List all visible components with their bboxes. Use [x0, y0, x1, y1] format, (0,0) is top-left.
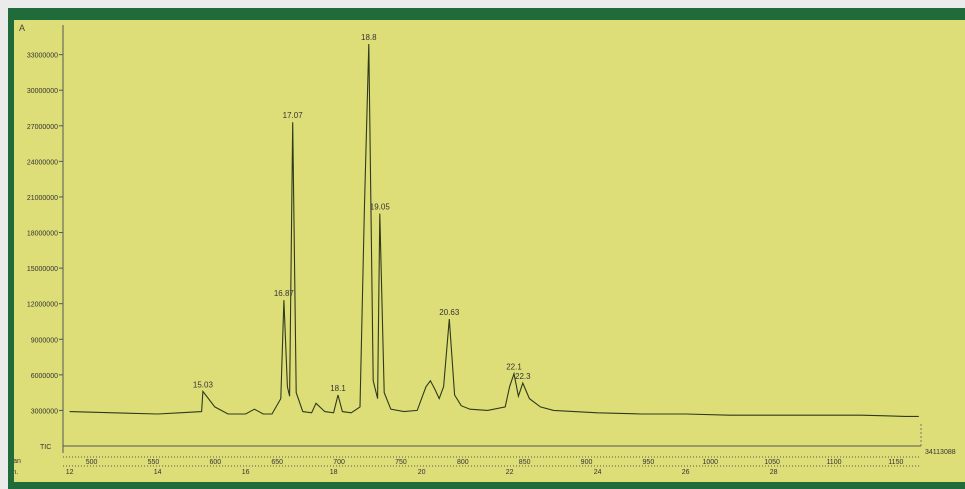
minute-tick-label: 26 [682, 469, 690, 476]
minute-tick-label: 16 [242, 469, 250, 476]
chromatogram-chart: 3000000 6000000 9000000 12000000 15000000 180… [14, 25, 956, 476]
scan-tick-label: 1000 [702, 459, 718, 466]
peak-label: 16.87 [274, 289, 295, 298]
scan-tick-label: 1100 [826, 459, 841, 466]
peak-label: 22.1 [506, 363, 522, 372]
scan-tick-label: 850 [519, 459, 531, 466]
minute-tick-label: 20 [418, 469, 426, 476]
peak-label: 17.07 [283, 111, 304, 120]
minute-axis-label: Min. [14, 469, 18, 476]
peak-label: 22.3 [515, 372, 531, 381]
scan-tick-label: 750 [395, 459, 407, 466]
scan-tick-label: 800 [457, 459, 469, 466]
max-intensity-label: 34113088 [925, 449, 956, 456]
scan-tick-label: 550 [148, 459, 160, 466]
y-tick-label: 12000000 [27, 302, 58, 309]
minute-tick-label: 12 [66, 469, 74, 476]
minute-tick-label: 18 [330, 469, 338, 476]
peak-label: 18.8 [361, 33, 377, 42]
scan-tick-label: 700 [333, 459, 345, 466]
scan-tick-label: 600 [209, 459, 221, 466]
y-tick-label: 3000000 [31, 408, 58, 415]
scan-tick-label: 1050 [764, 459, 780, 466]
y-tick-label: 15000000 [27, 266, 58, 273]
y-tick-label: 6000000 [31, 373, 58, 380]
peak-label: 20.63 [439, 308, 460, 317]
minute-tick-label: 14 [154, 469, 162, 476]
scan-tick-label: 650 [271, 459, 283, 466]
trace-label: TIC [40, 444, 51, 451]
panel-corner-label: A [19, 23, 26, 33]
scan-tick-label: 900 [581, 459, 593, 466]
minute-tick-label: 22 [506, 469, 514, 476]
minute-tick-label: 28 [770, 469, 778, 476]
y-tick-label: 21000000 [27, 195, 58, 202]
scan-tick-label: 1150 [888, 459, 903, 466]
peak-label: 15.03 [193, 380, 214, 389]
tic-trace-line [69, 43, 919, 417]
peak-label: 18.1 [330, 384, 346, 393]
y-tick-label: 18000000 [27, 231, 58, 238]
minute-tick-label: 24 [594, 469, 602, 476]
y-tick-label: 30000000 [27, 88, 58, 95]
scan-axis-label: Scan [14, 458, 21, 465]
chromatogram-panel: A 3000000 6000000 9000000 12000000 15000000 1… [14, 20, 965, 482]
y-tick-label: 9000000 [31, 337, 58, 344]
peak-label: 19.05 [370, 203, 391, 212]
y-tick-label: 24000000 [27, 159, 58, 166]
scan-tick-label: 500 [86, 459, 98, 466]
y-tick-label: 27000000 [27, 124, 58, 131]
scan-tick-label: 950 [643, 459, 655, 466]
y-tick-label: 33000000 [27, 53, 58, 60]
